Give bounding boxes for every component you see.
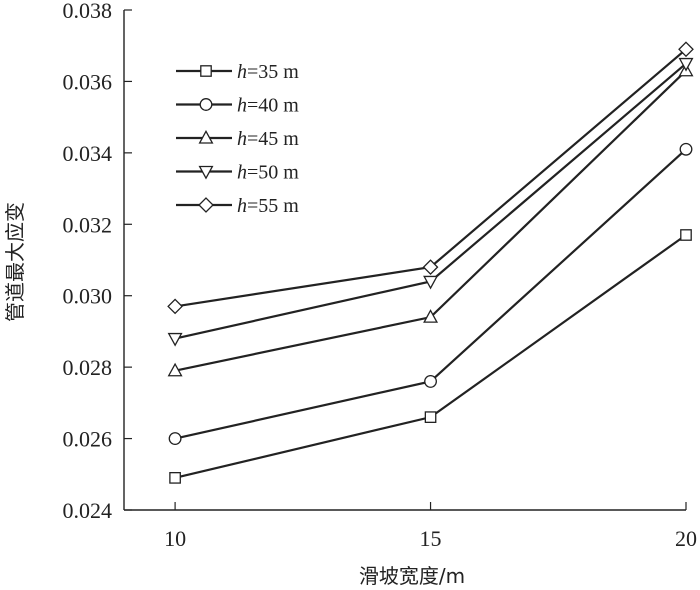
legend-marker <box>200 65 212 77</box>
legend-label-name: =35 m <box>247 61 299 83</box>
y-tick-label: 0.030 <box>63 284 113 309</box>
legend-label: h=40 m <box>237 95 299 117</box>
y-tick-label: 0.034 <box>63 141 113 166</box>
data-point-marker <box>680 229 692 241</box>
x-tick-label: 15 <box>420 526 442 551</box>
legend: h=35 mh=40 mh=45 mh=50 mh=55 m <box>176 61 299 217</box>
y-tick-label: 0.024 <box>63 498 113 523</box>
data-point-marker <box>423 275 439 290</box>
data-point-marker <box>679 142 693 156</box>
data-point-marker <box>168 432 182 446</box>
series-5 <box>167 41 694 315</box>
legend-label-name: =45 m <box>247 128 299 150</box>
legend-entry: h=50 m <box>176 162 299 184</box>
axes: 0.024 0.026 0.028 0.030 0.032 0.034 0.036 0.038… <box>63 0 698 551</box>
x-tick-label: 10 <box>164 526 186 551</box>
data-point-marker <box>678 57 694 72</box>
legend-entry: h=40 m <box>176 95 299 117</box>
data-point-marker <box>169 472 181 484</box>
legend-label: h=55 m <box>237 195 299 217</box>
data-point-marker <box>167 362 183 377</box>
series-1 <box>169 229 692 484</box>
legend-label-prefix: h <box>237 162 247 184</box>
y-tick-label: 0.036 <box>63 69 113 94</box>
legend-label-name: =55 m <box>247 195 299 217</box>
y-tick-label: 0.028 <box>63 355 113 380</box>
y-tick-label: 0.038 <box>63 0 113 23</box>
legend-label-prefix: h <box>237 61 247 83</box>
legend-entry: h=45 m <box>176 128 299 150</box>
legend-marker <box>198 129 214 144</box>
legend-entry: h=35 m <box>176 61 299 83</box>
legend-marker <box>198 197 214 213</box>
y-tick-label: 0.032 <box>63 212 113 237</box>
legend-label-name: =40 m <box>247 95 299 117</box>
x-tick-label: 20 <box>675 526 697 551</box>
legend-marker <box>198 165 214 180</box>
legend-label-prefix: h <box>237 128 247 150</box>
data-point-marker <box>167 298 183 315</box>
data-point-marker <box>678 41 694 58</box>
data-point-marker <box>423 309 439 323</box>
legend-marker <box>199 98 213 111</box>
legend-label: h=35 m <box>237 61 299 83</box>
series-2 <box>168 142 693 446</box>
legend-label-prefix: h <box>237 95 247 117</box>
x-axis-title: 滑坡宽度/m <box>359 564 465 588</box>
series-4 <box>167 57 694 347</box>
data-point-marker <box>167 332 183 347</box>
legend-entry: h=55 m <box>176 195 299 217</box>
legend-label-name: =50 m <box>247 162 299 184</box>
y-axis-title: 管道最大应变 <box>3 202 27 322</box>
data-point-marker <box>424 411 437 423</box>
data-point-marker <box>422 259 439 276</box>
series-group <box>167 41 694 484</box>
legend-label-prefix: h <box>237 195 247 217</box>
y-tick-label: 0.026 <box>63 427 113 452</box>
legend-label: h=45 m <box>237 128 299 150</box>
data-point-marker <box>424 374 437 388</box>
legend-label: h=50 m <box>237 162 299 184</box>
